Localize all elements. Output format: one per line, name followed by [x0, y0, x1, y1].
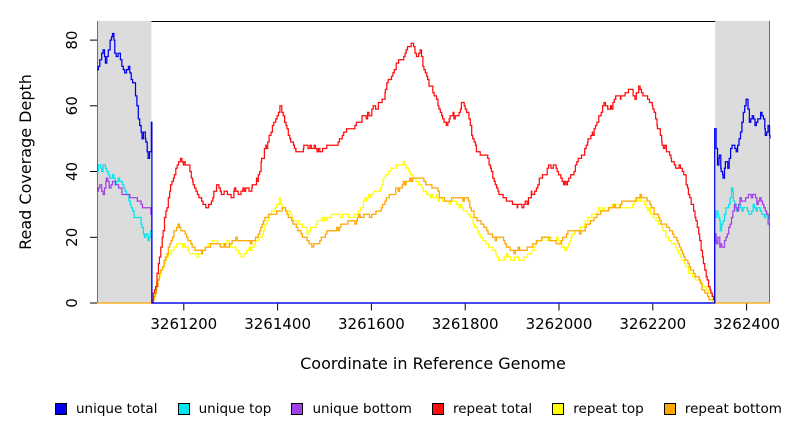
y-tick-label: 20 — [63, 228, 81, 247]
legend-label: unique bottom — [312, 401, 412, 417]
legend-label: unique top — [198, 401, 272, 417]
y-axis-title: Read Coverage Depth — [16, 74, 35, 250]
legend-label: repeat total — [452, 401, 533, 417]
y-tick-label: 40 — [63, 162, 81, 181]
series-line-unique-total — [97, 32, 771, 304]
axis-ticks-layer: 3261200 3261400 3261600 3261800 3262000 32622… — [63, 31, 780, 333]
legend-label: repeat bottom — [684, 401, 782, 417]
legend-swatch-unique-bottom — [291, 403, 304, 415]
legend-swatch-repeat-total — [431, 403, 444, 415]
x-axis-title: Coordinate in Reference Genome — [300, 354, 566, 373]
legend: unique total unique top unique bottom repea… — [55, 398, 782, 420]
y-tick-label: 80 — [63, 31, 81, 50]
legend-label: unique total — [76, 401, 158, 417]
series-line-repeat-total — [151, 42, 716, 304]
series-line-repeat-top — [151, 161, 715, 304]
masked-regions-layer — [97, 20, 770, 303]
plot-border — [97, 21, 770, 304]
coverage-plot: 3261200 3261400 3261600 3261800 3262000 32622… — [16, 20, 780, 373]
x-tick-label: 3261800 — [432, 315, 499, 333]
y-tick-label: 0 — [63, 298, 81, 308]
legend-item-repeat-total: repeat total — [431, 401, 533, 417]
left-masked-region — [97, 20, 152, 303]
x-tick-label: 3262000 — [526, 315, 593, 333]
legend-swatch-unique-total — [55, 403, 67, 415]
x-tick-label: 3261600 — [338, 315, 405, 333]
series-lines-layer — [97, 32, 771, 304]
series-line-repeat-bottom — [97, 177, 770, 304]
legend-item-repeat-top: repeat top — [552, 401, 644, 417]
legend-swatch-repeat-top — [552, 403, 565, 415]
legend-item-repeat-bottom: repeat bottom — [663, 401, 782, 417]
series-line-unique-top — [97, 164, 770, 304]
legend-item-unique-bottom: unique bottom — [291, 401, 412, 417]
x-tick-label: 3261200 — [150, 315, 217, 333]
x-tick-label: 3262400 — [713, 315, 780, 333]
x-tick-label: 3262200 — [619, 315, 686, 333]
legend-swatch-repeat-bottom — [663, 403, 676, 415]
y-tick-label: 60 — [63, 96, 81, 115]
legend-item-unique-total: unique total — [55, 401, 157, 417]
legend-item-unique-top: unique top — [177, 401, 272, 417]
legend-label: repeat top — [573, 401, 644, 417]
x-tick-label: 3261400 — [244, 315, 311, 333]
legend-swatch-unique-top — [177, 403, 190, 415]
right-masked-region — [715, 20, 770, 303]
